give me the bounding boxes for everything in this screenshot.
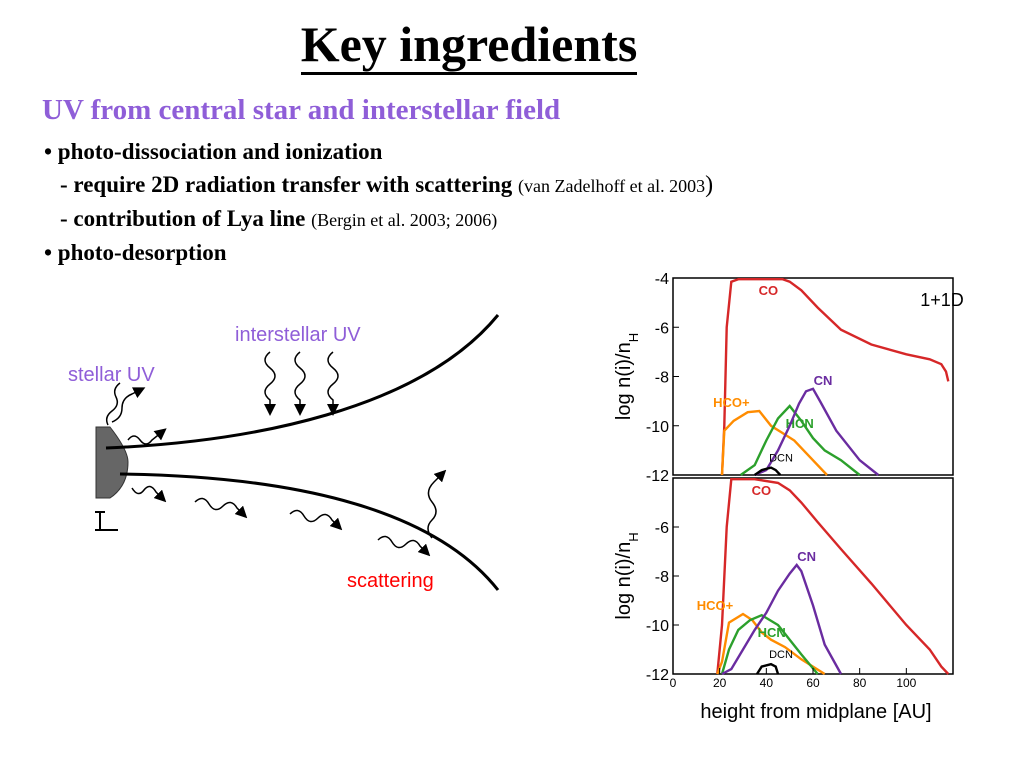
- sub-bullet-radiation-transfer: - require 2D radiation transfer with sca…: [60, 172, 714, 198]
- stellar-uv-label: stellar UV: [68, 364, 155, 386]
- slide-title: Key ingredients: [0, 14, 938, 75]
- citation-van-zadelhoff: (van Zadelhoff et al. 2003: [518, 176, 706, 196]
- series-line-co: [720, 278, 950, 476]
- y-tick-label: -4: [655, 271, 669, 288]
- interstellar-uv-ray-2: [294, 351, 306, 416]
- interstellar-uv-label: interstellar UV: [235, 324, 361, 346]
- interstellar-uv-ray-1: [264, 351, 276, 416]
- bullet-photo-dissociation: • photo-dissociation and ionization: [44, 139, 383, 164]
- series-line-dcn: [755, 662, 780, 675]
- series-label-cn: CN: [814, 373, 833, 388]
- stellar-uv-ray-5: [194, 497, 248, 519]
- series-line-hcn: [720, 613, 819, 675]
- y-axis-label: log n(i)/nH: [613, 333, 641, 420]
- y-tick-label: -6: [655, 520, 669, 537]
- y-tick-label: -8: [655, 569, 669, 586]
- series-label-dcn: DCN: [769, 649, 793, 661]
- y-tick-label: -10: [646, 618, 669, 635]
- x-tick-label: 80: [853, 676, 867, 690]
- x-tick-label: 40: [760, 676, 774, 690]
- series-line-hcoplus: [720, 409, 828, 476]
- series-line-co: [716, 478, 950, 675]
- disk-diagram: interstellar UV stellar UV scattering: [68, 314, 500, 592]
- scattered-uv-ray: [427, 469, 447, 539]
- sub-bullet-lya-line: - contribution of Lya line (Bergin et al…: [60, 206, 498, 231]
- series-line-dcn: [754, 466, 782, 476]
- series-label-co: CO: [752, 483, 772, 498]
- y-tick-label: -12: [646, 667, 669, 684]
- series-label-cn: CN: [797, 549, 816, 564]
- y-axis-label: log n(i)/nH: [613, 532, 641, 619]
- citation-bergin: (Bergin et al. 2003; 2006): [311, 210, 498, 230]
- series-line-cn: [721, 563, 843, 676]
- x-tick-label: 0: [670, 676, 677, 690]
- x-axis-label: height from midplane [AU]: [700, 701, 931, 723]
- y-tick-label: -12: [646, 468, 669, 485]
- panel-frame-2: [672, 477, 954, 675]
- abundance-chart: -4 -6 -8 -10 -12 log n(i)/nH CO HCO+ HCN CN DCN -6 -…: [613, 271, 964, 723]
- series-label-hcoplus: HCO+: [697, 598, 734, 613]
- series-label-hcn: HCN: [758, 625, 786, 640]
- stellar-uv-ray-4: [131, 485, 167, 503]
- disk-lower-surface: [119, 472, 500, 591]
- y-tick-label: -10: [646, 419, 669, 436]
- series-label-co: CO: [759, 283, 779, 298]
- y-tick-label: -6: [655, 320, 669, 337]
- slide-subtitle: UV from central star and interstellar fi…: [42, 94, 561, 126]
- x-tick-label: 60: [806, 676, 820, 690]
- x-tick-label: 100: [896, 676, 916, 690]
- x-tick-label: 20: [713, 676, 727, 690]
- stellar-uv-ray-2: [111, 387, 146, 423]
- interstellar-uv-ray-3: [327, 351, 339, 416]
- y-tick-label: -8: [655, 370, 669, 387]
- series-label-hcoplus: HCO+: [713, 395, 750, 410]
- stellar-uv-ray-7: [377, 535, 431, 557]
- bullet-photo-desorption: • photo-desorption: [44, 240, 227, 265]
- series-label-dcn: DCN: [769, 453, 793, 465]
- scattering-label: scattering: [347, 570, 434, 592]
- model-label: 1+1D: [920, 290, 964, 310]
- stellar-uv-ray-3: [127, 428, 167, 445]
- series-line-cn: [754, 387, 880, 477]
- stellar-uv-ray-6: [289, 509, 343, 531]
- disk-upper-surface: [105, 314, 500, 450]
- stellar-uv-ray-1: [105, 382, 121, 426]
- central-star: [95, 426, 129, 499]
